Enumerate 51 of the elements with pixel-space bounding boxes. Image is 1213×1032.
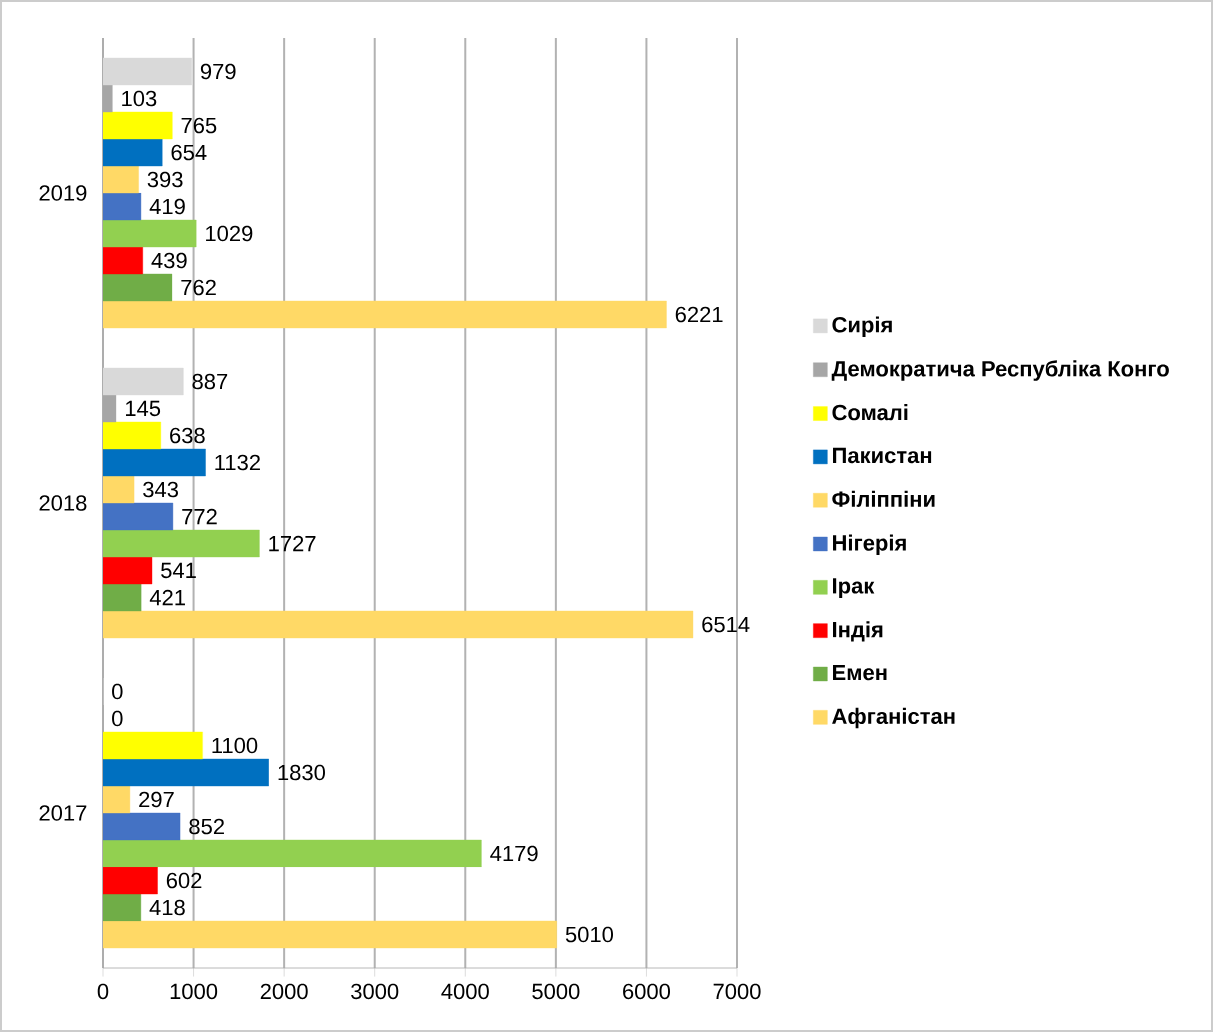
y-tick-label: 2019 bbox=[39, 185, 87, 201]
x-tick-label: 1000 bbox=[170, 983, 218, 1000]
data-label: 0 bbox=[112, 683, 123, 700]
data-label: 418 bbox=[149, 899, 185, 916]
data-label: 852 bbox=[189, 818, 224, 835]
data-label: 772 bbox=[182, 508, 217, 525]
data-label: 297 bbox=[139, 791, 174, 808]
data-label: 6221 bbox=[675, 306, 723, 323]
x-tick-label: 5000 bbox=[532, 983, 580, 1000]
x-tick-label: 6000 bbox=[623, 983, 671, 1000]
data-label: 1100 bbox=[212, 737, 258, 754]
data-label: 1132 bbox=[215, 454, 260, 471]
legend-label: Сирія bbox=[832, 316, 892, 337]
legend-label: Нігерія bbox=[833, 534, 906, 555]
x-tick-label: 0 bbox=[97, 983, 109, 1000]
data-label: 0 bbox=[112, 710, 123, 727]
data-label: 887 bbox=[192, 373, 228, 390]
data-label: 1727 bbox=[269, 535, 316, 552]
x-tick-label: 2000 bbox=[260, 983, 308, 1000]
y-tick-label: 2018 bbox=[39, 495, 87, 511]
legend-label: Пакистан bbox=[833, 447, 932, 464]
legend-label: Індія bbox=[833, 621, 883, 642]
data-label: 1830 bbox=[278, 764, 325, 781]
data-label: 439 bbox=[151, 252, 187, 269]
legend-label: Демократича Республіка Конго bbox=[831, 360, 1169, 381]
data-label: 6514 bbox=[702, 616, 750, 633]
data-label: 4179 bbox=[490, 845, 538, 862]
data-label: 343 bbox=[143, 481, 178, 498]
data-label: 765 bbox=[181, 117, 217, 134]
legend-label: Сомалі bbox=[832, 404, 908, 421]
data-label: 419 bbox=[149, 198, 185, 215]
data-label: 1029 bbox=[206, 225, 253, 242]
data-label: 654 bbox=[171, 144, 207, 161]
legend-label: Афганістан bbox=[832, 707, 955, 729]
legend-label: Емен bbox=[833, 664, 887, 681]
data-label: 638 bbox=[170, 427, 205, 444]
x-tick-label: 4000 bbox=[441, 983, 489, 1000]
y-tick-label: 2017 bbox=[39, 805, 87, 821]
x-tick-label: 7000 bbox=[713, 983, 761, 1000]
data-label: 602 bbox=[166, 872, 202, 889]
legend-label: Філіппіни bbox=[832, 490, 935, 507]
data-label: 979 bbox=[200, 63, 236, 80]
data-label: 145 bbox=[126, 400, 161, 417]
data-label: 541 bbox=[161, 562, 196, 579]
data-label: 421 bbox=[149, 589, 185, 606]
x-tick-label: 3000 bbox=[351, 983, 399, 1000]
data-label: 393 bbox=[147, 171, 183, 188]
data-label: 103 bbox=[122, 90, 157, 107]
legend-label: Ірак bbox=[833, 578, 875, 598]
data-label: 762 bbox=[181, 279, 216, 296]
data-label: 5010 bbox=[565, 926, 614, 943]
